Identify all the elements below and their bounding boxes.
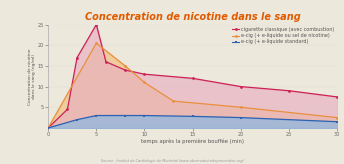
Y-axis label: Concentration de nicotine
dans le sang (ng/ml): Concentration de nicotine dans le sang (… <box>28 48 36 105</box>
Text: Source : Institut de Cardiologie de Montréal (www.observatoiredeprevention.org): Source : Institut de Cardiologie de Mont… <box>100 159 244 163</box>
Legend: cigarette classique (avec combustion), e-cig (+ e-liquide ou sel de nicotine), e: cigarette classique (avec combustion), e… <box>232 27 335 44</box>
Title: Concentration de nicotine dans le sang: Concentration de nicotine dans le sang <box>85 12 301 22</box>
X-axis label: temps après la première bouffée (min): temps après la première bouffée (min) <box>141 138 244 144</box>
